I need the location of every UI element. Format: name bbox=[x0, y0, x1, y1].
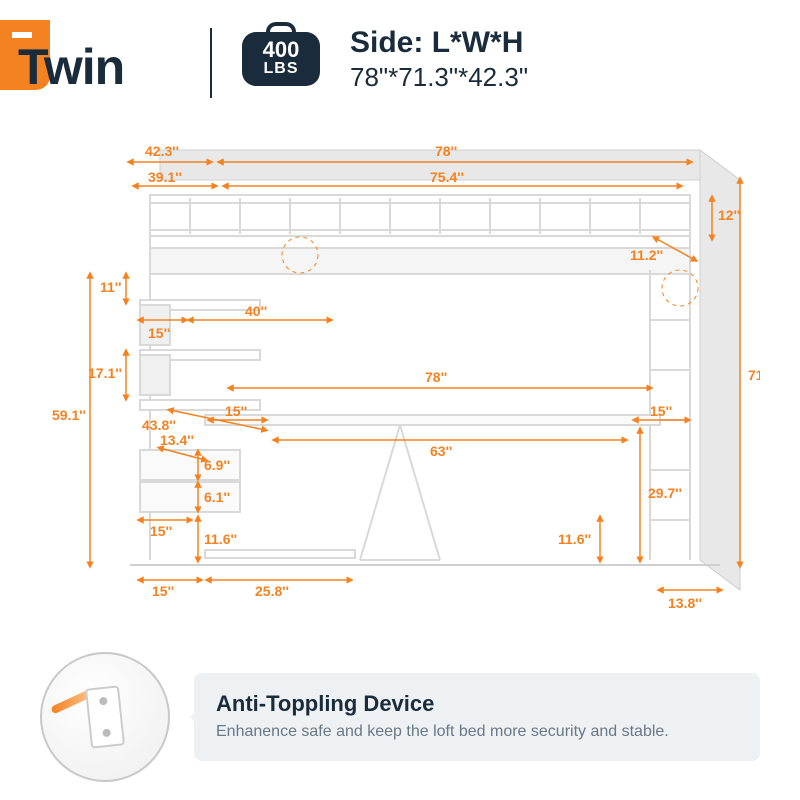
bracket-icon bbox=[85, 685, 125, 748]
svg-text:6.9'': 6.9'' bbox=[204, 457, 230, 473]
header-divider bbox=[210, 28, 212, 98]
svg-text:43.8'': 43.8'' bbox=[142, 417, 176, 433]
svg-text:25.8'': 25.8'' bbox=[255, 583, 289, 599]
svg-text:75.4'': 75.4'' bbox=[430, 169, 464, 185]
svg-text:78'': 78'' bbox=[435, 143, 457, 159]
header: Twin 400 LBS Side: L*W*H 78"*71.3"*42.3" bbox=[0, 0, 800, 120]
weight-value: 400 bbox=[246, 38, 316, 61]
detail-inset bbox=[40, 652, 170, 782]
size-label: Twin bbox=[18, 38, 124, 96]
svg-text:11'': 11'' bbox=[100, 279, 121, 295]
callout-description: Enhanence safe and keep the loft bed mor… bbox=[216, 721, 738, 743]
svg-text:15'': 15'' bbox=[152, 583, 174, 599]
svg-text:15'': 15'' bbox=[148, 325, 170, 341]
weight-body: 400 LBS bbox=[242, 32, 320, 86]
callout-title: Anti-Toppling Device bbox=[216, 691, 738, 717]
weight-badge: 400 LBS bbox=[242, 22, 320, 86]
svg-text:13.8'': 13.8'' bbox=[668, 595, 702, 611]
size-badge: Twin bbox=[0, 20, 180, 110]
svg-text:11.6'': 11.6'' bbox=[558, 531, 591, 547]
side-dimensions: 78"*71.3"*42.3" bbox=[350, 62, 528, 93]
svg-text:78'': 78'' bbox=[425, 369, 447, 385]
side-label-line: Side: L*W*H bbox=[350, 26, 528, 60]
svg-text:63'': 63'' bbox=[430, 443, 452, 459]
svg-text:12'': 12'' bbox=[718, 207, 740, 223]
svg-text:15'': 15'' bbox=[150, 523, 172, 539]
svg-text:59.1'': 59.1'' bbox=[52, 407, 86, 423]
info-callout: Anti-Toppling Device Enhanence safe and … bbox=[194, 673, 760, 761]
diagram-svg: 42.3'' 78'' 39.1'' 75.4'' 12'' 11.2'' 71… bbox=[40, 120, 760, 640]
svg-text:39.1'': 39.1'' bbox=[148, 169, 182, 185]
footer: Anti-Toppling Device Enhanence safe and … bbox=[40, 652, 760, 782]
dimension-lines bbox=[90, 162, 740, 590]
side-info: Side: L*W*H 78"*71.3"*42.3" bbox=[350, 26, 528, 93]
svg-text:11.2'': 11.2'' bbox=[630, 247, 663, 263]
svg-text:15'': 15'' bbox=[650, 403, 672, 419]
dimension-diagram: 42.3'' 78'' 39.1'' 75.4'' 12'' 11.2'' 71… bbox=[40, 120, 760, 640]
svg-text:29.7'': 29.7'' bbox=[648, 485, 682, 501]
kettlebell-icon bbox=[266, 22, 296, 32]
svg-text:15'': 15'' bbox=[225, 403, 247, 419]
svg-text:40'': 40'' bbox=[245, 303, 267, 319]
svg-text:11.6'': 11.6'' bbox=[204, 531, 237, 547]
svg-text:42.3'': 42.3'' bbox=[145, 143, 179, 159]
svg-text:13.4'': 13.4'' bbox=[160, 432, 194, 448]
svg-text:6.1'': 6.1'' bbox=[204, 489, 230, 505]
svg-text:17.1'': 17.1'' bbox=[88, 365, 122, 381]
weight-unit: LBS bbox=[246, 61, 316, 78]
svg-text:71.3'': 71.3'' bbox=[748, 367, 760, 383]
